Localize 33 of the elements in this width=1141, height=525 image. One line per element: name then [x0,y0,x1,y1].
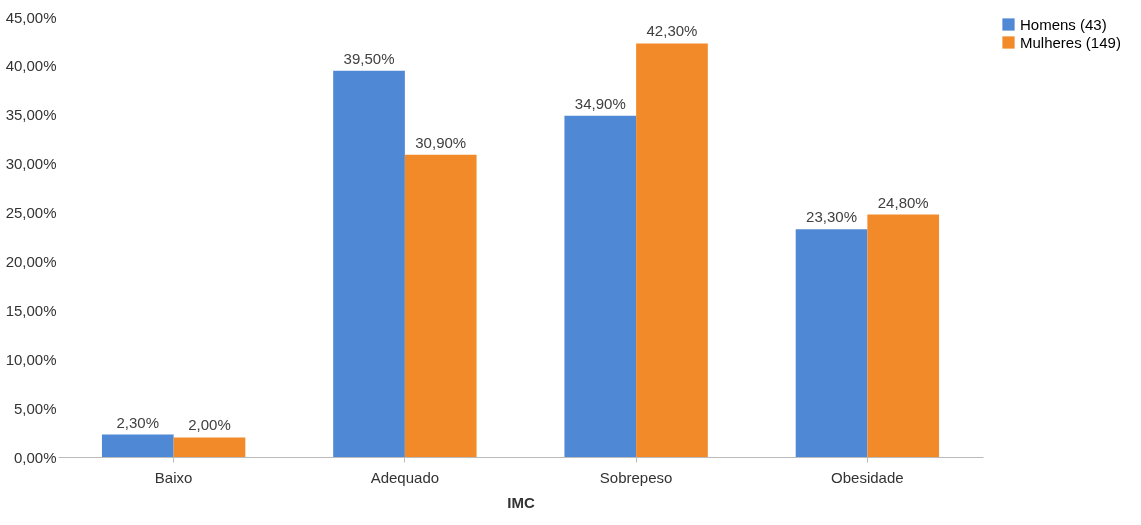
data-label: 30,90% [415,133,467,151]
y-tick-label: 10,00% [5,350,57,368]
y-tick-label: 35,00% [5,106,57,124]
data-label: 34,90% [574,94,626,112]
data-label: 23,30% [806,208,857,226]
y-tick-label: 25,00% [5,204,57,222]
bar [795,229,868,457]
x-tick-label: Adequado [370,468,440,486]
y-tick-label: 40,00% [5,57,57,75]
data-label: 39,50% [343,49,395,67]
x-tick-label: Sobrepeso [599,468,673,486]
data-label: 42,30% [646,22,698,40]
data-label: 2,30% [116,413,160,431]
data-label: 24,80% [877,193,929,211]
x-tick-label: Baixo [154,468,193,486]
bar [564,115,637,457]
y-tick-label: 5,00% [13,399,57,417]
legend-label: Homens (43) [1020,15,1107,33]
legend-label: Mulheres (149) [1020,33,1121,51]
x-axis-title: IMC [507,493,535,511]
bar [333,70,405,457]
y-tick-label: 20,00% [5,252,57,270]
bar [101,434,174,457]
y-tick-label: 0,00% [13,448,57,466]
x-tick-label: Obesidade [831,468,904,486]
y-tick-label: 15,00% [5,301,57,319]
bar [173,437,246,457]
bar [636,43,708,457]
data-label: 2,00% [188,416,231,434]
y-tick-label: 45,00% [5,8,57,26]
bar [404,154,477,457]
y-tick-label: 30,00% [5,155,57,173]
bar [867,214,940,457]
